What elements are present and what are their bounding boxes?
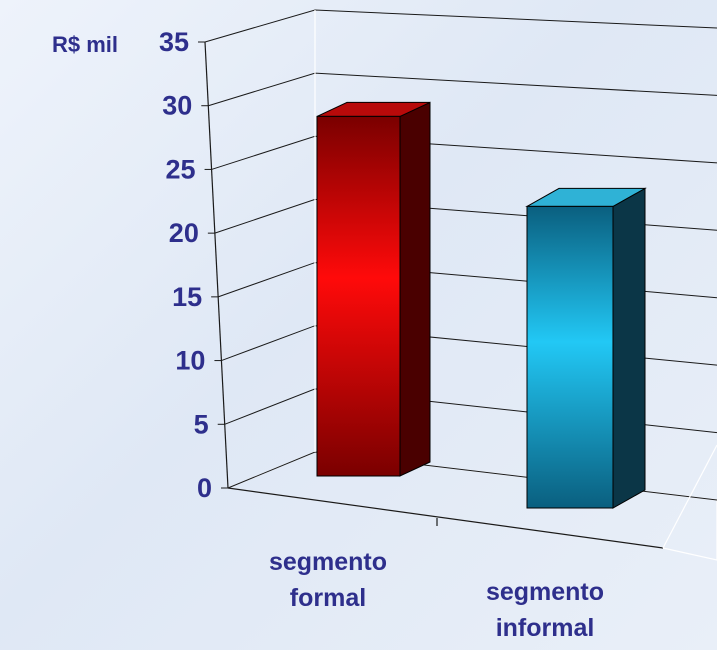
x-axis-line [227, 487, 664, 549]
y-tick-label: 0 [197, 473, 212, 503]
x-category-label: segmento formal [269, 548, 387, 612]
y-tick-label: 5 [194, 409, 209, 439]
bar [525, 187, 647, 509]
bar-front [526, 205, 614, 509]
y-tick-label: 20 [169, 218, 199, 248]
bar-side [399, 101, 431, 477]
y-tick-label: 25 [166, 154, 196, 184]
bars [316, 101, 647, 509]
floor-right-edge [662, 444, 717, 549]
y-tick-label: 10 [175, 346, 205, 376]
y-axis-line [204, 41, 229, 489]
gridline [211, 135, 717, 170]
y-tick-label: 15 [172, 282, 202, 312]
bar-front [316, 115, 401, 477]
axis-labels: 0 5 10 15 20 25 30 35 segmento formal segmento info… [159, 27, 604, 642]
y-tick-label: 35 [159, 27, 189, 57]
bar [316, 101, 431, 477]
y-axis-unit-label: R$ mil [52, 32, 118, 57]
x-category-label: segmento informal [486, 578, 604, 642]
gridline [204, 9, 717, 43]
y-tick-label: 30 [162, 91, 192, 121]
bar-side [612, 187, 646, 509]
gridline [208, 72, 717, 107]
